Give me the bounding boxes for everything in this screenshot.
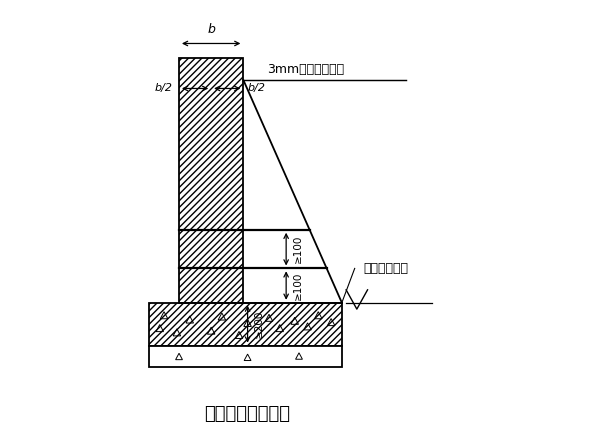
- Bar: [179, 59, 243, 302]
- Text: 基础底板板面: 基础底板板面: [363, 262, 408, 275]
- Text: b: b: [208, 23, 215, 36]
- Text: ≥200: ≥200: [254, 310, 264, 338]
- Text: ≥100: ≥100: [292, 271, 303, 300]
- Bar: [179, 59, 243, 302]
- Text: 3mm厚钢板止水带: 3mm厚钢板止水带: [267, 62, 344, 76]
- Text: b/2: b/2: [248, 83, 266, 93]
- Bar: [149, 302, 342, 345]
- Text: 施工缝处理示意图: 施工缝处理示意图: [205, 405, 291, 423]
- Text: b/2: b/2: [155, 83, 173, 93]
- Bar: [149, 345, 342, 367]
- Text: ≥100: ≥100: [292, 235, 303, 263]
- Bar: [149, 302, 342, 345]
